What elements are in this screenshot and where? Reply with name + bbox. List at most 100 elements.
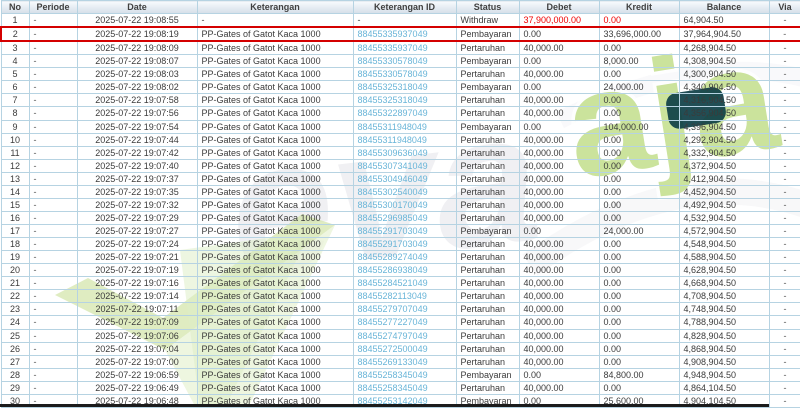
cell-periode: - <box>28 80 78 95</box>
cell-kredit: 0.00 <box>598 237 680 252</box>
table-row[interactable]: 8 - 2025-07-22 19:07:56 PP-Gates of Gato… <box>0 106 800 121</box>
cell-kredit: 0.00 <box>598 197 680 212</box>
cell-keterangan-id-link[interactable]: 88455289274049 <box>352 250 457 265</box>
cell-keterangan-id-link[interactable]: 88455291703049 <box>352 237 457 252</box>
table-row[interactable]: 5 - 2025-07-22 19:08:03 PP-Gates of Gato… <box>0 67 800 82</box>
cell-keterangan-id-link[interactable]: 88455277227049 <box>352 315 457 330</box>
cell-balance: 4,452,904.50 <box>678 184 770 199</box>
cell-no: 8 <box>0 106 30 121</box>
table-row[interactable]: 21 - 2025-07-22 19:07:16 PP-Gates of Gat… <box>0 276 800 291</box>
table-row[interactable]: 9 - 2025-07-22 19:07:54 PP-Gates of Gato… <box>0 119 800 134</box>
table-row[interactable]: 29 - 2025-07-22 19:06:49 PP-Gates of Gat… <box>0 380 800 395</box>
table-row[interactable]: 18 - 2025-07-22 19:07:24 PP-Gates of Gat… <box>0 237 800 252</box>
cell-keterangan-id-link[interactable]: 88455300170049 <box>352 197 457 212</box>
cell-keterangan-id-link[interactable]: 88455335937049 <box>352 40 457 56</box>
cell-date: 2025-07-22 19:08:03 <box>76 67 198 82</box>
cell-via: - <box>768 106 800 121</box>
cell-keterangan-id-link[interactable]: 88455279707049 <box>352 302 457 317</box>
table-row[interactable]: 10 - 2025-07-22 19:07:44 PP-Gates of Gat… <box>0 132 800 147</box>
table-row[interactable]: 1 - 2025-07-22 19:08:55 - - Withdraw 37,… <box>0 13 800 28</box>
cell-no: 9 <box>0 119 30 134</box>
cell-periode: - <box>28 106 78 121</box>
cell-date: 2025-07-22 19:08:07 <box>76 54 198 69</box>
cell-keterangan-id-link[interactable]: 88455304946049 <box>352 171 457 186</box>
table-row[interactable]: 11 - 2025-07-22 19:07:42 PP-Gates of Gat… <box>0 145 800 160</box>
cell-keterangan: PP-Gates of Gatot Kaca 1000 <box>196 93 354 108</box>
table-row[interactable]: 15 - 2025-07-22 19:07:32 PP-Gates of Gat… <box>0 197 800 212</box>
cell-keterangan-id-link[interactable]: 88455291703049 <box>352 223 457 239</box>
cell-kredit: 0.00 <box>598 158 680 173</box>
cell-debet: 40,000.00 <box>518 132 600 147</box>
table-row[interactable]: 24 - 2025-07-22 19:07:09 PP-Gates of Gat… <box>0 315 800 330</box>
table-row[interactable]: 13 - 2025-07-22 19:07:37 PP-Gates of Gat… <box>0 171 800 186</box>
table-row[interactable]: 4 - 2025-07-22 19:08:07 PP-Gates of Gato… <box>0 54 800 69</box>
cell-via: - <box>768 119 800 134</box>
cell-keterangan-id-link[interactable]: 88455272500049 <box>352 341 457 356</box>
table-row[interactable]: 3 - 2025-07-22 19:08:09 PP-Gates of Gato… <box>0 40 800 56</box>
table-row[interactable]: 22 - 2025-07-22 19:07:14 PP-Gates of Gat… <box>0 289 800 304</box>
table-row[interactable]: 16 - 2025-07-22 19:07:29 PP-Gates of Gat… <box>0 210 800 226</box>
table-row[interactable]: 30 - 2025-07-22 19:06:48 PP-Gates of Gat… <box>0 393 800 408</box>
cell-via: - <box>768 302 800 317</box>
table-row[interactable]: 23 - 2025-07-22 19:07:11 PP-Gates of Gat… <box>0 302 800 317</box>
table-row[interactable]: 14 - 2025-07-22 19:07:35 PP-Gates of Gat… <box>0 184 800 199</box>
table-row[interactable]: 17 - 2025-07-22 19:07:27 PP-Gates of Gat… <box>0 223 800 239</box>
cell-via: - <box>768 354 800 369</box>
cell-via: - <box>768 341 800 356</box>
cell-kredit: 0.00 <box>598 341 680 356</box>
cell-date: 2025-07-22 19:07:14 <box>76 289 198 304</box>
cell-keterangan-id-link[interactable]: 88455309636049 <box>352 145 457 160</box>
header-keterangan-id: Keterangan ID <box>352 0 457 14</box>
table-row[interactable]: 12 - 2025-07-22 19:07:40 PP-Gates of Gat… <box>0 158 800 173</box>
cell-periode: - <box>28 132 78 147</box>
table-row[interactable]: 20 - 2025-07-22 19:07:19 PP-Gates of Gat… <box>0 263 800 278</box>
cell-status: Pertaruhan <box>455 132 520 147</box>
table-row[interactable]: 7 - 2025-07-22 19:07:58 PP-Gates of Gato… <box>0 93 800 108</box>
cell-keterangan-id-link[interactable]: 88455253142049 <box>352 393 457 408</box>
cell-keterangan-id-link[interactable]: 88455325318049 <box>352 80 457 95</box>
cell-no: 17 <box>0 223 30 239</box>
cell-date: 2025-07-22 19:07:40 <box>76 158 198 173</box>
table-row[interactable]: 19 - 2025-07-22 19:07:21 PP-Gates of Gat… <box>0 250 800 265</box>
cell-keterangan-id-link[interactable]: 88455296985049 <box>352 210 457 226</box>
cell-keterangan-id-link[interactable]: 88455307341049 <box>352 158 457 173</box>
cell-keterangan-id-link[interactable]: 88455335937049 <box>352 26 457 43</box>
table-row[interactable]: 26 - 2025-07-22 19:07:04 PP-Gates of Gat… <box>0 341 800 356</box>
cell-keterangan-id-link: - <box>352 13 457 28</box>
cell-keterangan-id-link[interactable]: 88455274797049 <box>352 328 457 343</box>
cell-keterangan-id-link[interactable]: 88455330578049 <box>352 67 457 82</box>
cell-kredit: 24,000.00 <box>598 223 680 239</box>
cell-keterangan: PP-Gates of Gatot Kaca 1000 <box>196 354 354 369</box>
cell-balance: 4,532,904.50 <box>678 210 770 226</box>
cell-keterangan-id-link[interactable]: 88455325318049 <box>352 93 457 108</box>
table-row[interactable]: 27 - 2025-07-22 19:07:00 PP-Gates of Gat… <box>0 354 800 369</box>
cell-keterangan-id-link[interactable]: 88455322897049 <box>352 106 457 121</box>
cell-keterangan: PP-Gates of Gatot Kaca 1000 <box>196 223 354 239</box>
cell-keterangan-id-link[interactable]: 88455302540049 <box>352 184 457 199</box>
header-row: No Periode Date Keterangan Keterangan ID… <box>0 0 800 14</box>
cell-via: - <box>768 197 800 212</box>
table-row[interactable]: 2 - 2025-07-22 19:08:19 PP-Gates of Gato… <box>0 26 800 43</box>
cell-keterangan-id-link[interactable]: 88455258345049 <box>352 367 457 382</box>
cell-balance: 4,904,104.50 <box>678 393 770 408</box>
cell-periode: - <box>28 158 78 173</box>
cell-periode: - <box>28 237 78 252</box>
cell-date: 2025-07-22 19:07:09 <box>76 315 198 330</box>
cell-keterangan-id-link[interactable]: 88455286938049 <box>352 263 457 278</box>
cell-keterangan-id-link[interactable]: 88455284521049 <box>352 276 457 291</box>
cell-keterangan-id-link[interactable]: 88455311948049 <box>352 132 457 147</box>
table-row[interactable]: 25 - 2025-07-22 19:07:06 PP-Gates of Gat… <box>0 328 800 343</box>
cell-keterangan-id-link[interactable]: 88455269133049 <box>352 354 457 369</box>
cell-keterangan-id-link[interactable]: 88455258345049 <box>352 380 457 395</box>
cell-keterangan-id-link[interactable]: 88455311948049 <box>352 119 457 134</box>
cell-kredit: 0.00 <box>598 250 680 265</box>
cell-status: Pertaruhan <box>455 158 520 173</box>
table-row[interactable]: 6 - 2025-07-22 19:08:02 PP-Gates of Gato… <box>0 80 800 95</box>
table-row[interactable]: 28 - 2025-07-22 19:06:59 PP-Gates of Gat… <box>0 367 800 382</box>
cell-debet: 0.00 <box>518 223 600 239</box>
cell-status: Pertaruhan <box>455 40 520 56</box>
cell-keterangan-id-link[interactable]: 88455330578049 <box>352 54 457 69</box>
cell-keterangan: PP-Gates of Gatot Kaca 1000 <box>196 302 354 317</box>
cell-keterangan-id-link[interactable]: 88455282113049 <box>352 289 457 304</box>
cell-kredit: 0.00 <box>598 328 680 343</box>
